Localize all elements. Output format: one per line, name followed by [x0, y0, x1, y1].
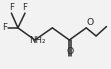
Text: F: F: [2, 23, 7, 32]
Text: F: F: [9, 3, 14, 12]
Text: NH₂: NH₂: [29, 36, 45, 45]
Text: F: F: [23, 3, 28, 12]
Text: O: O: [87, 18, 94, 27]
Text: O: O: [66, 47, 73, 55]
